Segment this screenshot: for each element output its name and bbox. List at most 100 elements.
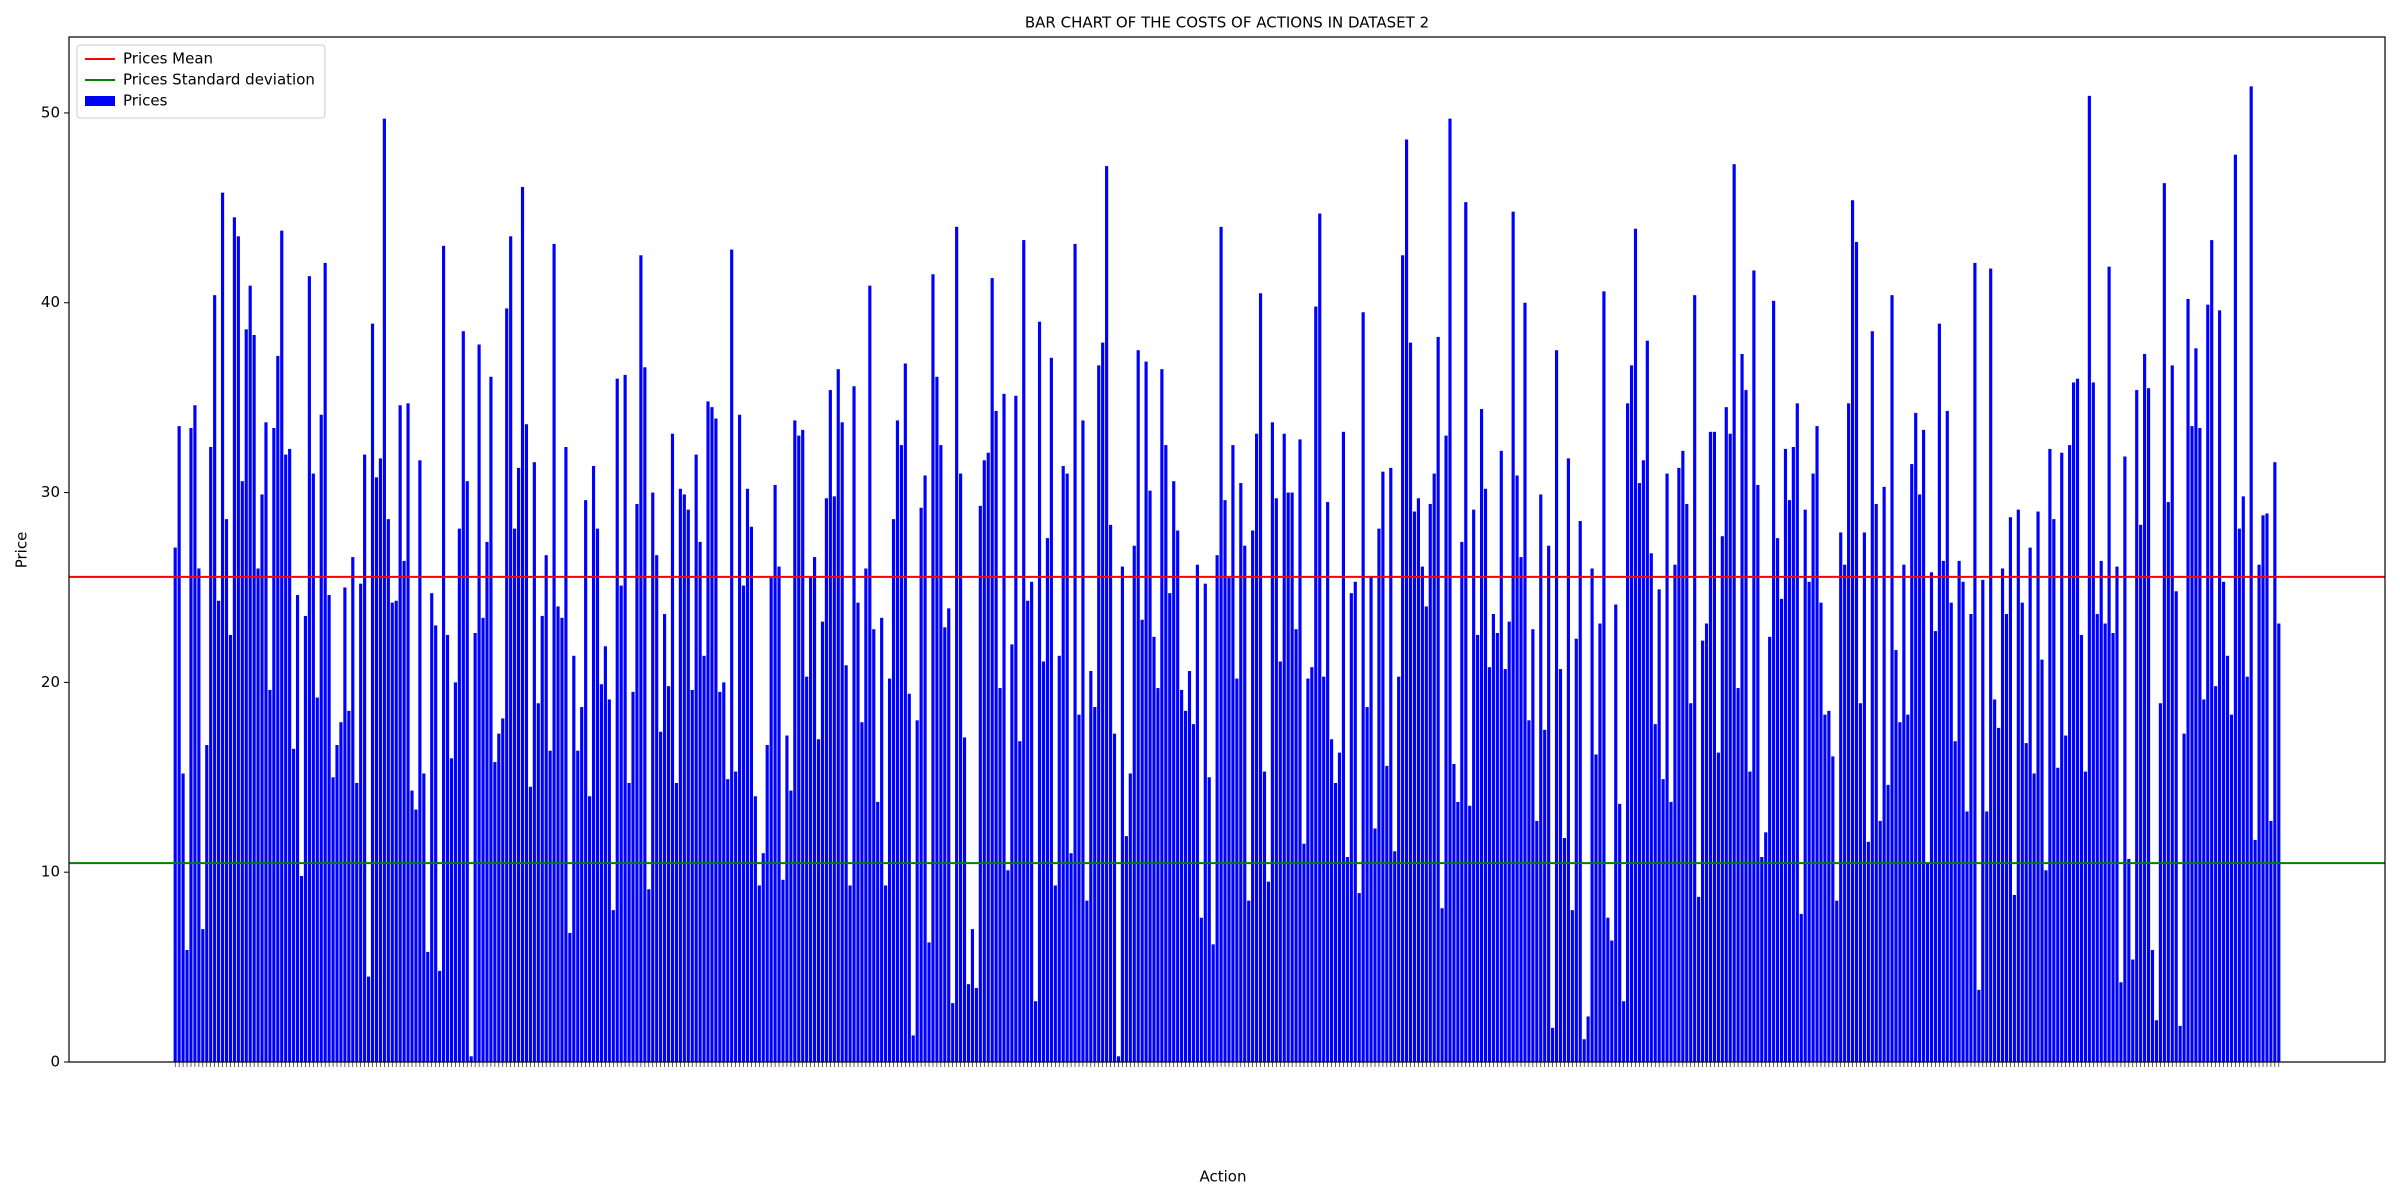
bar — [1677, 467, 1681, 1062]
bar — [1258, 293, 1263, 1062]
bar — [1626, 403, 1630, 1062]
bar — [1401, 255, 1405, 1062]
bar — [252, 335, 256, 1062]
bar — [1511, 211, 1515, 1062]
bar — [1468, 805, 1472, 1062]
bar — [1708, 431, 1713, 1062]
bar — [2221, 581, 2226, 1062]
bar — [990, 278, 994, 1062]
bar — [651, 492, 655, 1062]
bar — [1728, 433, 1732, 1062]
bar — [2139, 524, 2143, 1062]
bar — [2190, 426, 2194, 1062]
bar — [2008, 517, 2013, 1062]
bar — [1266, 881, 1271, 1062]
bar — [824, 498, 828, 1062]
bar — [591, 465, 596, 1063]
bar — [1326, 502, 1330, 1063]
bar — [1436, 336, 1440, 1062]
bar — [1507, 621, 1511, 1062]
bar — [2273, 462, 2277, 1062]
bar — [1365, 707, 1369, 1062]
bar — [1874, 503, 1878, 1062]
bar — [1302, 843, 1306, 1062]
bar — [595, 528, 600, 1062]
bar — [1207, 777, 1211, 1062]
bar — [2277, 623, 2281, 1062]
bar — [292, 748, 296, 1062]
bar — [2115, 566, 2119, 1062]
bar — [2253, 839, 2257, 1062]
bar — [355, 782, 359, 1062]
bar — [599, 684, 604, 1062]
bar — [1278, 661, 1282, 1062]
bar — [173, 547, 177, 1062]
bar — [706, 401, 710, 1062]
bar — [2068, 445, 2072, 1063]
bar — [1878, 820, 1882, 1062]
bar — [1499, 450, 1503, 1063]
bar — [1847, 403, 1851, 1062]
bar — [1073, 243, 1077, 1063]
bar — [1693, 295, 1697, 1062]
bar — [1594, 754, 1598, 1062]
bar — [860, 722, 864, 1062]
bar — [670, 433, 675, 1062]
bar — [520, 186, 525, 1062]
bar — [1614, 604, 1618, 1062]
bar — [228, 634, 233, 1062]
bar — [872, 629, 876, 1062]
bar — [1969, 614, 1973, 1062]
bar — [1314, 306, 1318, 1062]
bar — [1286, 492, 1290, 1062]
bar — [256, 568, 260, 1062]
bar — [631, 691, 635, 1062]
bar — [351, 557, 355, 1062]
bar — [1941, 560, 1945, 1062]
bar — [1795, 403, 1799, 1062]
bar — [757, 885, 761, 1062]
bar — [1866, 841, 1870, 1062]
bar — [1487, 667, 1492, 1062]
bar — [1831, 756, 1835, 1062]
bar — [1697, 896, 1701, 1062]
bar — [378, 458, 383, 1062]
bar — [1408, 342, 1413, 1063]
bar — [1519, 557, 1523, 1062]
bar — [1850, 200, 1855, 1063]
bar — [1669, 801, 1673, 1062]
bar — [1791, 447, 1795, 1062]
bar — [1894, 650, 1898, 1062]
bar — [1918, 494, 1922, 1062]
bar — [248, 285, 252, 1062]
bar — [1989, 268, 1993, 1062]
bar — [2269, 820, 2273, 1062]
bar — [493, 762, 497, 1062]
bar — [280, 230, 284, 1063]
bar — [367, 976, 371, 1062]
bar — [753, 796, 757, 1062]
bar — [1452, 763, 1456, 1062]
bar — [481, 617, 485, 1062]
bar — [1902, 564, 1906, 1062]
bar — [911, 1035, 915, 1062]
bar — [1562, 838, 1567, 1062]
bar — [1018, 741, 1022, 1062]
bar — [422, 773, 426, 1062]
bar — [1270, 422, 1274, 1062]
bar — [832, 496, 836, 1063]
bar — [1574, 638, 1578, 1062]
bar — [907, 693, 911, 1062]
bar — [718, 691, 722, 1062]
bar — [1183, 710, 1188, 1062]
bar — [1243, 545, 1247, 1062]
bar — [773, 484, 777, 1062]
bar — [1787, 500, 1791, 1062]
bar — [1057, 655, 1061, 1062]
bar — [1566, 458, 1570, 1062]
bar — [1732, 164, 1736, 1063]
bar — [1681, 450, 1685, 1063]
bar — [406, 403, 410, 1062]
bar — [966, 984, 971, 1062]
bar — [789, 790, 793, 1062]
